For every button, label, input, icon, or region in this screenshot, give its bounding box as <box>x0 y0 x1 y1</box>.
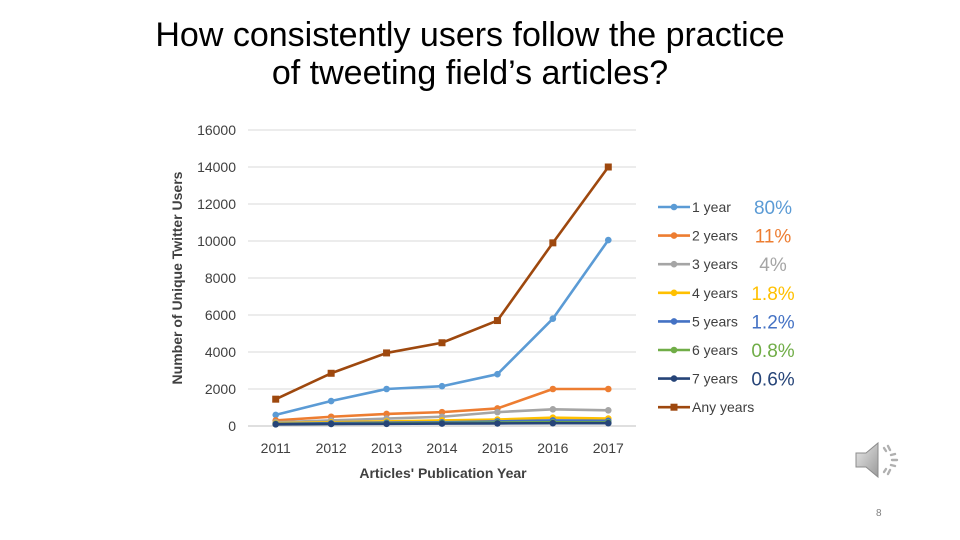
page-number: 8 <box>876 508 882 519</box>
legend-marker <box>670 203 678 211</box>
legend-item-1-year: 1 year <box>658 199 731 215</box>
x-tick-label: 2015 <box>482 440 513 456</box>
x-tick-label: 2011 <box>261 440 291 456</box>
legend-label: 1 year <box>692 199 731 215</box>
share-percentage-7-years: 0.6% <box>751 370 794 391</box>
series-any-years <box>272 163 612 403</box>
legend-item-3-years: 3 years <box>658 256 738 272</box>
series-lines <box>272 163 612 428</box>
legend-marker <box>670 260 678 268</box>
legend-marker <box>670 289 678 297</box>
x-axis-ticks: 2011 2012 2013 2014 2015 2016 2017 <box>261 440 624 456</box>
data-point <box>383 349 391 357</box>
y-tick-label: 4000 <box>205 344 236 360</box>
data-point <box>549 239 557 247</box>
share-percentage-6-years: 0.8% <box>751 341 794 362</box>
slide-title: How consistently users follow the practi… <box>155 16 785 92</box>
gridlines <box>248 129 636 427</box>
data-point <box>272 395 280 403</box>
data-point <box>438 408 446 416</box>
data-point <box>272 421 280 428</box>
share-percentage-5-years: 1.2% <box>751 312 794 333</box>
data-point <box>327 397 335 405</box>
x-tick-label: 2014 <box>426 440 457 456</box>
y-axis-title: Number of Unique Twitter Users <box>169 171 185 384</box>
data-point <box>327 420 335 428</box>
data-point <box>549 385 557 393</box>
legend-label: 5 years <box>692 313 738 329</box>
legend-marker <box>670 232 678 239</box>
y-tick-label: 16000 <box>197 122 236 138</box>
y-tick-label: 14000 <box>197 159 236 175</box>
data-point <box>438 382 446 390</box>
data-point <box>438 339 446 347</box>
data-point <box>438 420 446 427</box>
data-point <box>327 369 335 377</box>
series-1-year <box>272 236 612 419</box>
data-point <box>604 163 612 171</box>
data-point <box>549 419 557 427</box>
y-tick-label: 6000 <box>205 307 236 323</box>
share-percentage-3-years: 4% <box>759 255 787 276</box>
legend: 1 year 2 years 3 years 4 years 5 years 6 year… <box>658 199 754 415</box>
legend-item-2-years: 2 years <box>658 228 738 244</box>
x-tick-label: 2017 <box>593 440 624 456</box>
data-point <box>604 236 612 244</box>
legend-marker <box>670 375 678 382</box>
legend-item-7-years: 7 years <box>658 371 738 387</box>
share-percentage-4-years: 1.8% <box>751 284 794 305</box>
legend-marker <box>670 318 678 325</box>
data-point <box>494 408 501 416</box>
legend-label: 4 years <box>692 285 738 301</box>
data-point <box>604 406 612 414</box>
legend-item-4-years: 4 years <box>658 285 738 301</box>
y-tick-label: 12000 <box>197 196 236 212</box>
legend-label: 3 years <box>692 256 738 272</box>
legend-label: Any years <box>692 399 754 415</box>
x-tick-label: 2013 <box>371 440 402 456</box>
speaker-audio-icon[interactable] <box>852 438 906 482</box>
data-point <box>494 370 501 378</box>
data-point <box>272 411 280 419</box>
y-tick-label: 2000 <box>205 381 236 397</box>
data-point <box>493 317 501 325</box>
y-tick-label: 8000 <box>205 270 236 286</box>
series-7-years <box>272 419 612 428</box>
legend-item-5-years: 5 years <box>658 313 738 329</box>
data-point <box>549 406 557 413</box>
x-tick-label: 2016 <box>537 440 568 456</box>
legend-label: 2 years <box>692 228 738 244</box>
y-tick-label: 0 <box>228 418 236 434</box>
legend-marker <box>670 403 678 411</box>
data-point <box>383 410 390 418</box>
share-percentage-2-years: 11% <box>755 227 792 248</box>
x-axis-title: Articles' Publication Year <box>359 465 527 481</box>
data-point <box>383 420 390 428</box>
x-tick-label: 2012 <box>316 440 347 456</box>
data-point <box>383 385 390 393</box>
data-point <box>604 385 612 393</box>
legend-marker <box>670 346 678 354</box>
share-percentages: 80% 11% 4% 1.8% 1.2% 0.8% 0.6% <box>751 198 794 391</box>
legend-label: 6 years <box>692 342 738 358</box>
data-point <box>494 420 501 427</box>
y-tick-label: 10000 <box>197 233 236 249</box>
series-line-any-years <box>274 165 610 401</box>
share-percentage-1-year: 80% <box>754 198 792 219</box>
data-point <box>549 315 557 323</box>
y-axis-ticks: 0 2000 4000 6000 8000 10000 12000 14000 16000 <box>197 122 236 434</box>
legend-item-any-years: Any years <box>658 399 754 415</box>
legend-item-6-years: 6 years <box>658 342 738 358</box>
data-point <box>604 419 612 427</box>
legend-label: 7 years <box>692 371 738 387</box>
